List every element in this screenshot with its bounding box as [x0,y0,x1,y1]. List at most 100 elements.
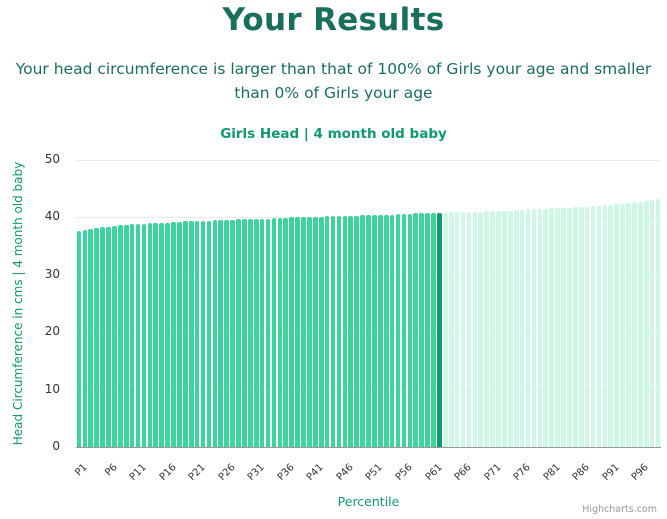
bar-p30[interactable] [247,219,253,447]
bar-p85[interactable] [572,207,578,447]
bar-p78[interactable] [531,209,537,447]
bar-p74[interactable] [507,210,513,447]
bar-p82[interactable] [555,208,560,447]
bar-p60[interactable] [425,213,430,447]
bar-p80[interactable] [543,208,549,447]
bar-p23[interactable] [206,220,212,447]
bar-p75[interactable] [513,209,519,447]
bar-p88[interactable] [590,205,596,447]
bar-p8[interactable] [117,225,123,447]
bar-p20[interactable] [188,221,194,447]
bar-p34[interactable] [271,217,277,447]
bar-p67[interactable] [466,211,472,447]
bar-p95[interactable] [632,202,637,447]
bar-p97[interactable] [643,201,649,447]
bar-p94[interactable] [626,203,631,447]
bar-p53[interactable] [383,214,389,447]
bar-p33[interactable] [265,218,271,447]
bar-p36[interactable] [283,217,289,447]
bar-p59[interactable] [419,213,425,447]
bar-p17[interactable] [171,222,176,447]
bar-p72[interactable] [496,210,501,447]
bar-p69[interactable] [478,211,484,447]
bar-p77[interactable] [525,209,531,447]
bar-p35[interactable] [277,217,283,447]
bar-p92[interactable] [614,204,620,447]
bar-p91[interactable] [608,204,614,447]
highcharts-credits-link[interactable]: Highcharts.com [582,504,657,515]
bar-p64[interactable] [448,212,454,447]
bar-p13[interactable] [147,223,153,447]
bar-p55[interactable] [395,213,401,447]
bar-p61[interactable] [431,212,436,447]
bar-p87[interactable] [584,206,590,447]
bar-p6[interactable] [106,226,111,447]
bar-p43[interactable] [324,216,330,447]
bar-p47[interactable] [348,215,354,447]
bar-p93[interactable] [620,203,625,447]
bar-p86[interactable] [578,207,584,447]
bar-p44[interactable] [330,216,336,447]
bar-p4[interactable] [94,227,100,447]
bar-p39[interactable] [301,217,306,447]
bar-p76[interactable] [519,209,525,447]
bar-p2[interactable] [82,230,88,447]
bar-p22[interactable] [200,220,206,447]
bar-p25[interactable] [218,220,224,447]
bar-p51[interactable] [372,215,377,447]
bar-p32[interactable] [259,218,265,447]
bar-p16[interactable] [165,222,170,447]
bar-p24[interactable] [212,220,218,447]
bar-p71[interactable] [490,211,495,447]
bar-p68[interactable] [472,211,478,447]
bar-p7[interactable] [112,226,117,447]
bar-p9[interactable] [123,224,129,447]
bar-p42[interactable] [318,216,324,447]
bar-p46[interactable] [342,215,348,447]
bar-p1[interactable] [76,231,82,447]
bar-p79[interactable] [537,208,543,447]
bar-p15[interactable] [159,222,165,447]
bar-p18[interactable] [177,222,182,447]
bar-p84[interactable] [567,207,572,447]
bar-p96[interactable] [637,201,643,447]
bar-p14[interactable] [153,223,159,447]
bar-p65[interactable] [454,212,460,447]
bar-p21[interactable] [194,220,200,447]
bar-p66[interactable] [460,212,466,447]
bar-p40[interactable] [307,216,312,447]
bar-p3[interactable] [88,228,94,447]
bar-p58[interactable] [413,213,419,447]
bar-p54[interactable] [389,214,395,447]
bar-p31[interactable] [253,218,259,447]
bar-p89[interactable] [596,205,602,447]
bar-p5[interactable] [100,227,105,447]
bar-p48[interactable] [354,215,360,447]
bar-p12[interactable] [141,223,147,447]
bar-p26[interactable] [224,219,230,447]
bar-p81[interactable] [549,208,555,447]
bar-p90[interactable] [602,205,608,447]
bar-p28[interactable] [236,219,241,447]
bar-p19[interactable] [182,221,188,447]
bar-p11[interactable] [135,224,141,447]
bar-p62[interactable] [437,212,442,447]
bar-p83[interactable] [561,207,566,447]
bar-p70[interactable] [484,211,490,447]
bar-p98[interactable] [649,200,655,447]
bar-p50[interactable] [366,215,371,447]
bar-p63[interactable] [442,212,448,447]
bar-p37[interactable] [289,217,295,447]
bar-p57[interactable] [407,213,413,447]
bar-p49[interactable] [360,215,365,447]
bar-p41[interactable] [312,216,318,447]
bar-p27[interactable] [230,219,235,447]
bar-p56[interactable] [401,213,407,447]
bar-p52[interactable] [377,214,383,447]
bar-p45[interactable] [336,216,342,447]
bar-p29[interactable] [242,219,247,447]
bar-p99[interactable] [655,199,661,447]
bar-p10[interactable] [129,224,135,447]
bar-p38[interactable] [295,217,300,447]
bar-p73[interactable] [502,210,507,447]
